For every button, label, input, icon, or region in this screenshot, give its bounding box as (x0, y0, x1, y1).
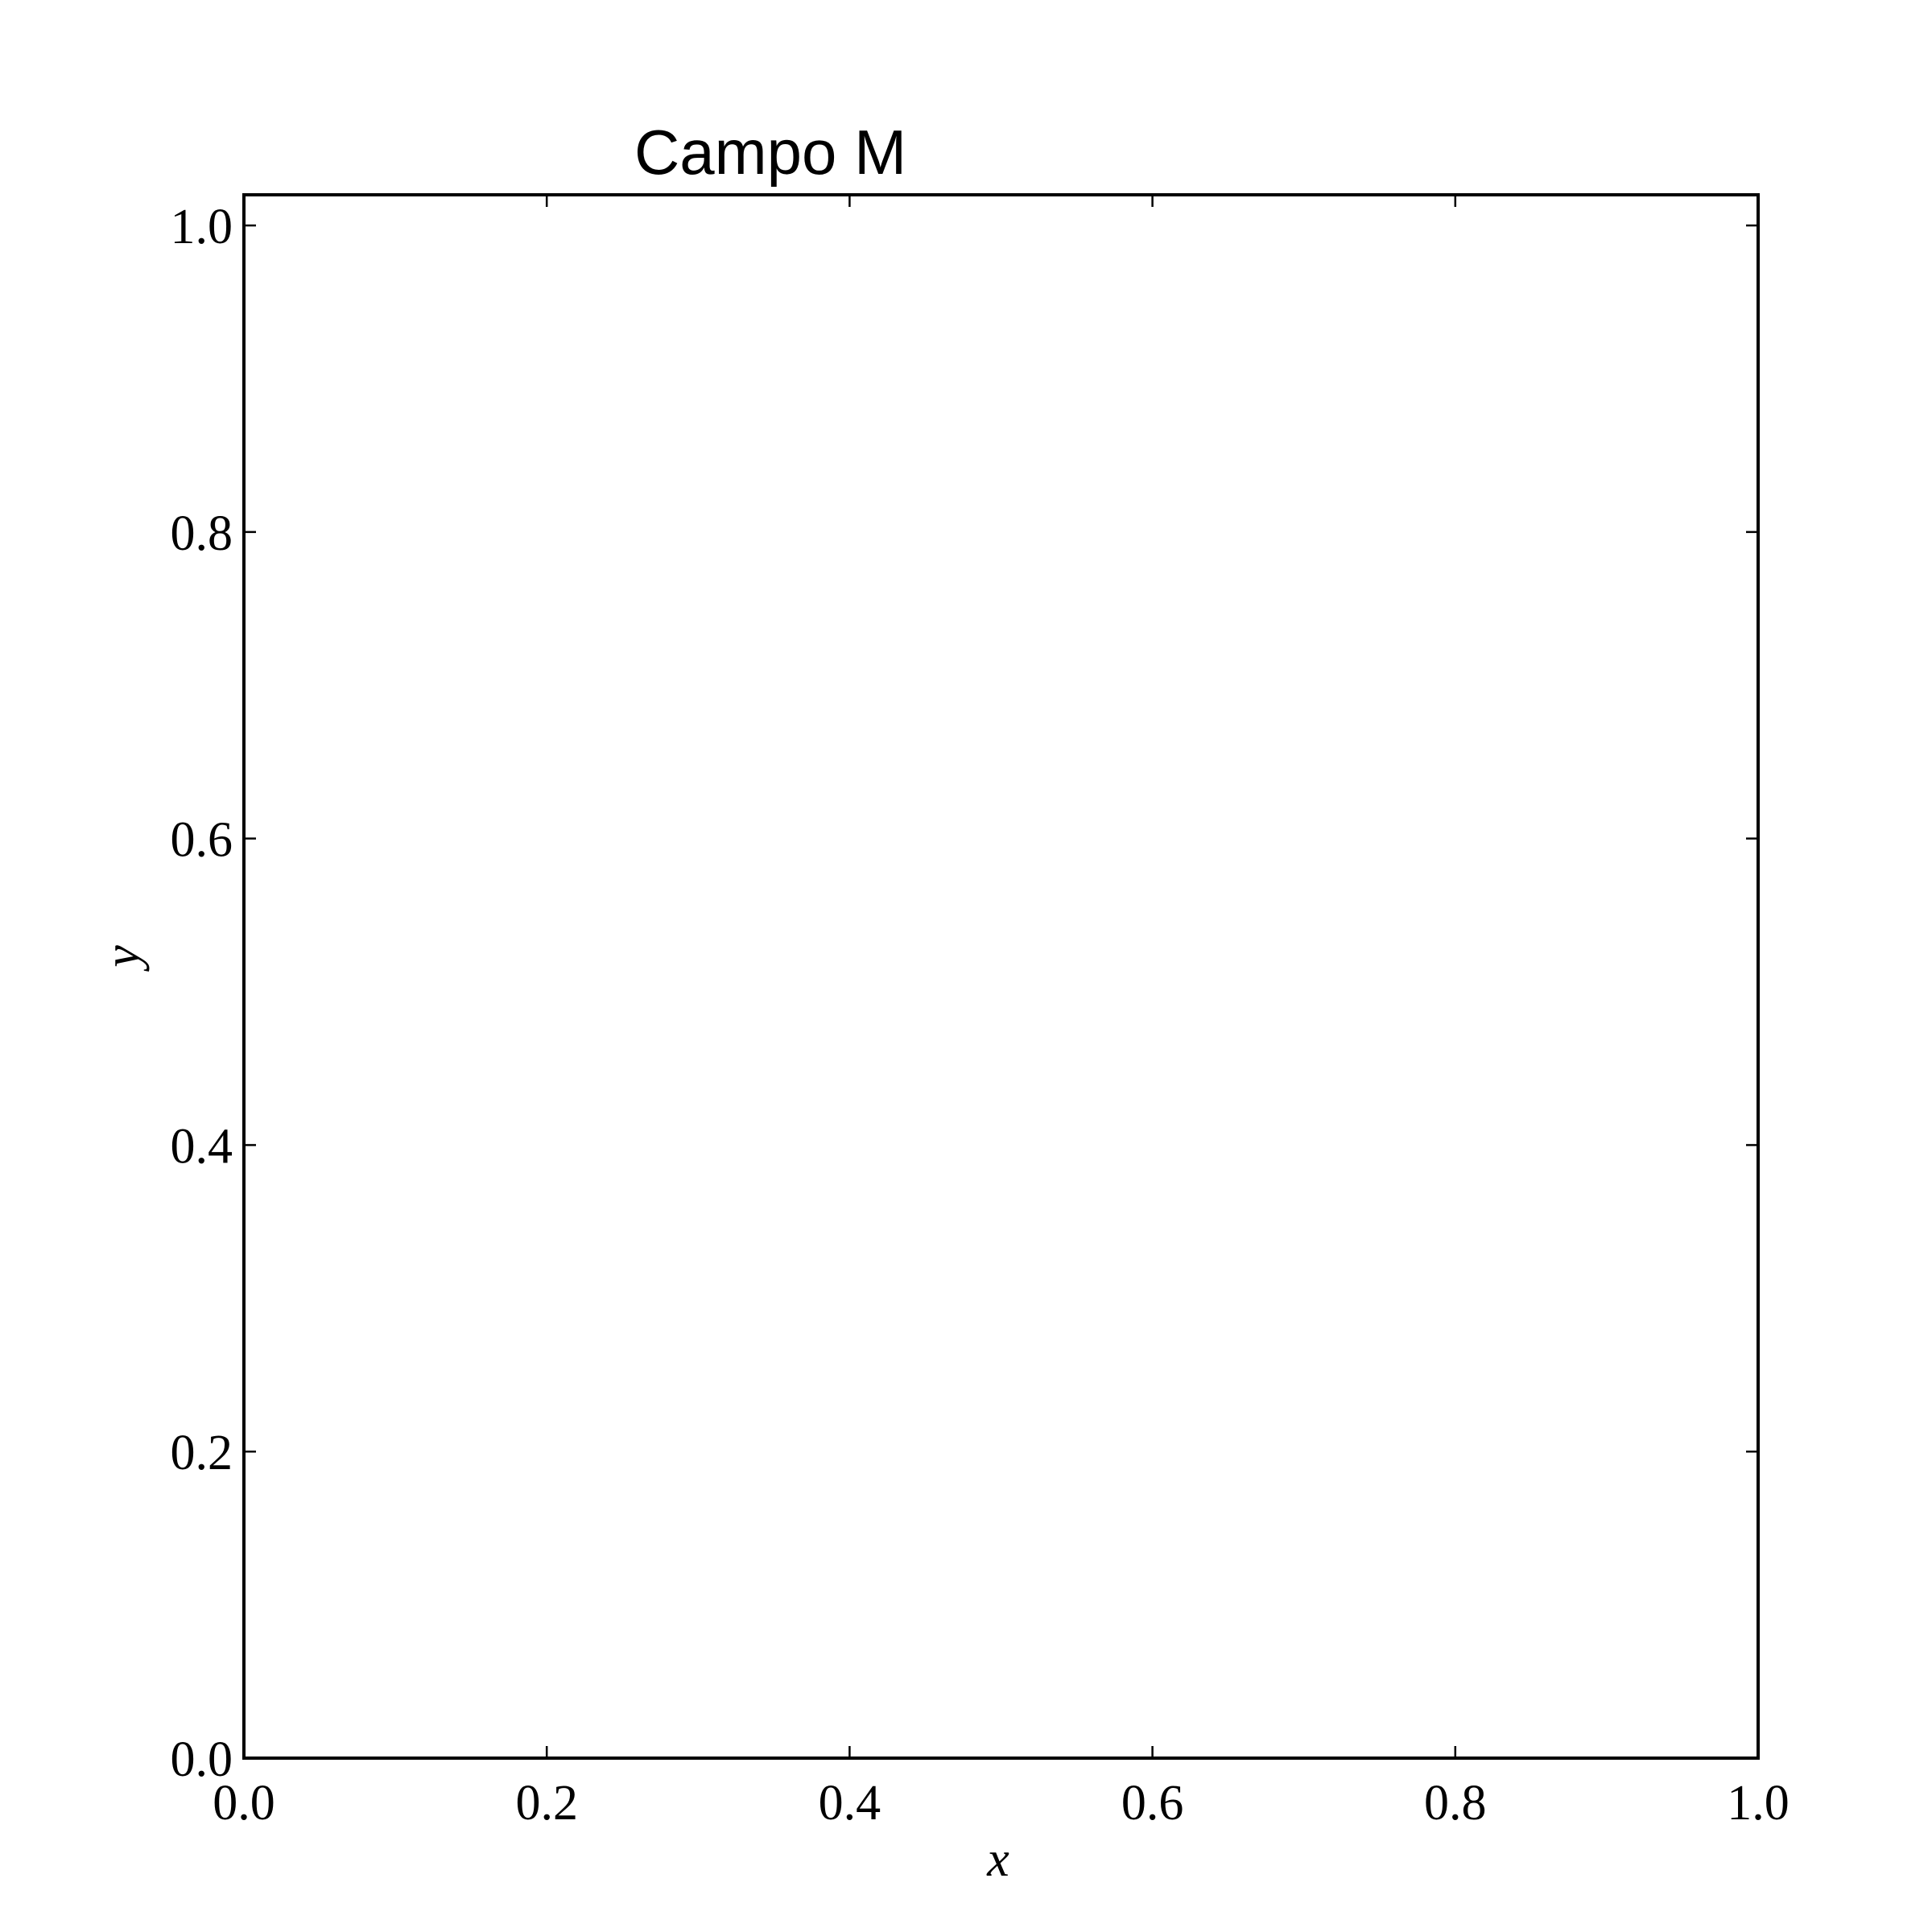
x-tick-label: 1.0 (1727, 1776, 1790, 1831)
axis-ticks (242, 195, 1760, 1760)
plot-area-frame (242, 193, 1760, 1760)
x-tick-label: 0.6 (1121, 1776, 1184, 1831)
y-tick-label: 0.6 (171, 813, 233, 868)
x-axis-label: x (986, 1832, 1009, 1887)
y-tick-label: 0.4 (171, 1119, 233, 1174)
x-tick-label: 0.8 (1424, 1776, 1487, 1831)
x-tick-label: 0.2 (515, 1776, 578, 1831)
axis-tick-labels: 0.0 0.2 0.4 0.6 0.8 1.0 0.0 0.2 0.4 0.6 0.8 1.0 (171, 200, 1790, 1831)
y-tick-label: 1.0 (171, 200, 233, 254)
y-tick-label: 0.8 (171, 506, 233, 561)
x-tick-label: 0.0 (213, 1776, 275, 1831)
chart-title: Campo M (634, 117, 906, 188)
x-tick-label: 0.4 (819, 1776, 881, 1831)
y-axis-label: y (95, 945, 150, 972)
y-tick-label: 0.0 (171, 1732, 233, 1787)
y-tick-label: 0.2 (171, 1426, 233, 1480)
